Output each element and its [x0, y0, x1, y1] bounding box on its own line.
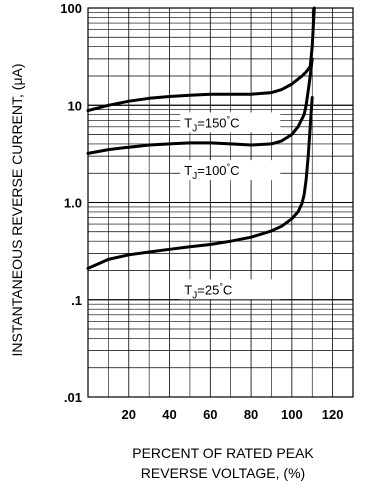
- series-label-text: TJ=25°C: [184, 281, 232, 301]
- x-tick-label: 20: [122, 407, 136, 422]
- x-tick-label: 100: [281, 407, 303, 422]
- x-tick-label: 40: [162, 407, 176, 422]
- y-axis-label: INSTANTANEOUS REVERSE CURRENT, (μA): [9, 63, 25, 356]
- series-line-1: [86, 6, 316, 113]
- series-line-3: [86, 96, 314, 270]
- series-label-bg: [180, 112, 281, 133]
- x-tick-label: 60: [203, 407, 217, 422]
- series-label-text: TJ=150°C: [184, 114, 239, 134]
- chart-grid: [88, 7, 353, 398]
- y-tick-label: 10: [68, 98, 82, 113]
- x-tick-label: 80: [244, 407, 258, 422]
- y-tick-labels: 100 10 1.0 .1 .01: [60, 1, 82, 405]
- plot-frame: [87, 7, 354, 398]
- series-annotations: TJ=150°C TJ=100°C TJ=25°C: [180, 112, 281, 301]
- x-axis-label: PERCENT OF RATED PEAK REVERSE VOLTAGE, (…: [80, 443, 366, 483]
- x-tick-label: 120: [322, 407, 344, 422]
- series-label-bg: [180, 279, 281, 300]
- series-label-3: TJ=25°C: [180, 279, 281, 301]
- x-axis-label-line1: PERCENT OF RATED PEAK: [132, 445, 314, 461]
- y-tick-label: .01: [64, 390, 82, 405]
- y-tick-label: 1.0: [64, 196, 82, 211]
- y-tick-label: 100: [60, 1, 82, 16]
- series-label-2: TJ=100°C: [180, 160, 281, 182]
- series-label-text: TJ=100°C: [184, 162, 239, 182]
- series-label-bg: [180, 160, 281, 181]
- y-tick-label: .1: [71, 293, 82, 308]
- x-axis-label-line2: REVERSE VOLTAGE, (%): [140, 465, 306, 481]
- x-tick-labels: 20 40 60 80 100 120: [122, 407, 344, 422]
- series-label-1: TJ=150°C: [180, 112, 281, 134]
- series-line-2: [86, 57, 314, 155]
- series-lines: [86, 6, 316, 270]
